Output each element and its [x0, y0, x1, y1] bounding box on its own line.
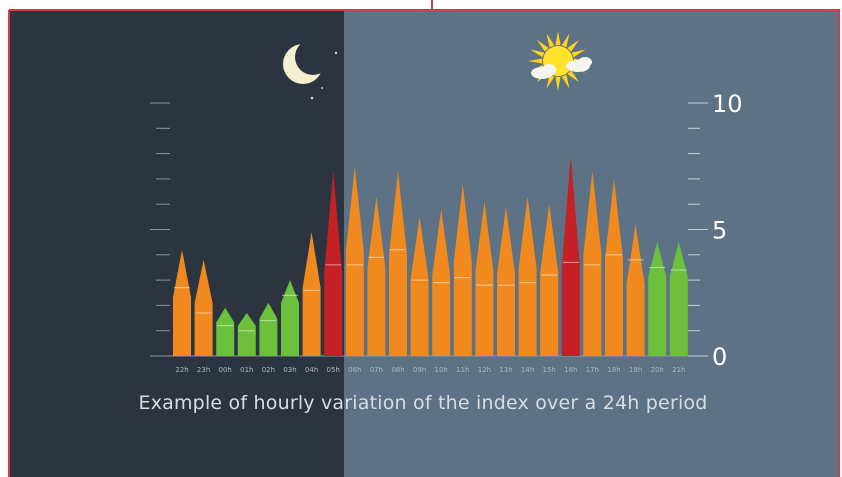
x-tick-label: 04h: [305, 366, 318, 374]
sun-ray: [567, 39, 580, 52]
x-tick-label: 07h: [370, 366, 383, 374]
sun-ray: [561, 33, 570, 48]
x-tick-label: 20h: [651, 366, 664, 374]
x-tick-label: 22h: [175, 366, 188, 374]
x-tick-label: 14h: [521, 366, 534, 374]
bar: [389, 171, 407, 356]
x-tick-label: 03h: [283, 366, 296, 374]
x-tick-label: 02h: [262, 366, 275, 374]
x-tick-label: 18h: [607, 366, 620, 374]
bar: [281, 280, 299, 356]
bar: [648, 242, 667, 356]
x-tick-label: 19h: [629, 366, 642, 374]
bar: [453, 183, 472, 356]
x-tick-label: 08h: [391, 366, 404, 374]
sun-ray: [555, 31, 561, 46]
bar: [475, 201, 494, 356]
sun-ray: [561, 74, 570, 89]
x-tick-label: 06h: [348, 366, 361, 374]
x-tick-label: 09h: [413, 366, 426, 374]
x-tick-labels: 22h 23h 00h 01h 02h 03h 04h 05h 06h 07h 08h 09h 10h 1…: [175, 366, 685, 374]
bar: [324, 171, 343, 356]
bar: [626, 224, 645, 356]
y-tick-label: 5: [712, 217, 727, 245]
bar: [237, 312, 256, 356]
bar: [497, 206, 515, 356]
x-tick-label: 15h: [543, 366, 556, 374]
x-tick-label: 01h: [240, 366, 253, 374]
sun-ray: [528, 58, 543, 64]
bar: [669, 242, 688, 356]
x-tick-label: 23h: [197, 366, 210, 374]
bar: [194, 259, 213, 356]
x-tick-label: 10h: [435, 366, 448, 374]
x-tick-label: 21h: [672, 366, 685, 374]
bar: [367, 196, 386, 356]
bar: [540, 204, 559, 356]
bar: [345, 166, 364, 356]
sun-ray: [546, 33, 555, 48]
x-tick-label: 05h: [327, 366, 340, 374]
sun-ray: [571, 49, 586, 58]
y-tick-labels: 0 5 10: [712, 90, 743, 371]
night-background: [10, 10, 344, 477]
right-axis-ticks: [688, 102, 708, 357]
y-tick-label: 0: [712, 343, 727, 371]
bar: [410, 216, 429, 356]
bar: [302, 232, 321, 356]
x-tick-label: 17h: [586, 366, 599, 374]
bar: [216, 307, 235, 356]
bar: [259, 302, 278, 356]
x-tick-label: 13h: [499, 366, 512, 374]
x-tick-label: 00h: [219, 366, 232, 374]
chart-caption: Example of hourly variation of the index…: [138, 392, 708, 414]
bar: [605, 178, 623, 356]
sun-ray: [567, 70, 580, 83]
bars-layer: [173, 156, 688, 356]
sun-ray: [530, 49, 545, 58]
x-tick-label: 16h: [564, 366, 577, 374]
bar: [583, 171, 602, 356]
x-tick-label: 12h: [478, 366, 491, 374]
x-tick-label: 11h: [456, 366, 469, 374]
bar: [561, 156, 580, 356]
bar: [173, 249, 191, 356]
sun-ray: [536, 39, 549, 52]
sun-ray: [546, 74, 555, 89]
sun-ray: [555, 76, 561, 91]
y-tick-label: 10: [712, 90, 743, 118]
sun-with-clouds-icon: [528, 31, 592, 91]
bar: [518, 196, 537, 356]
crescent-moon-icon: [283, 39, 338, 100]
